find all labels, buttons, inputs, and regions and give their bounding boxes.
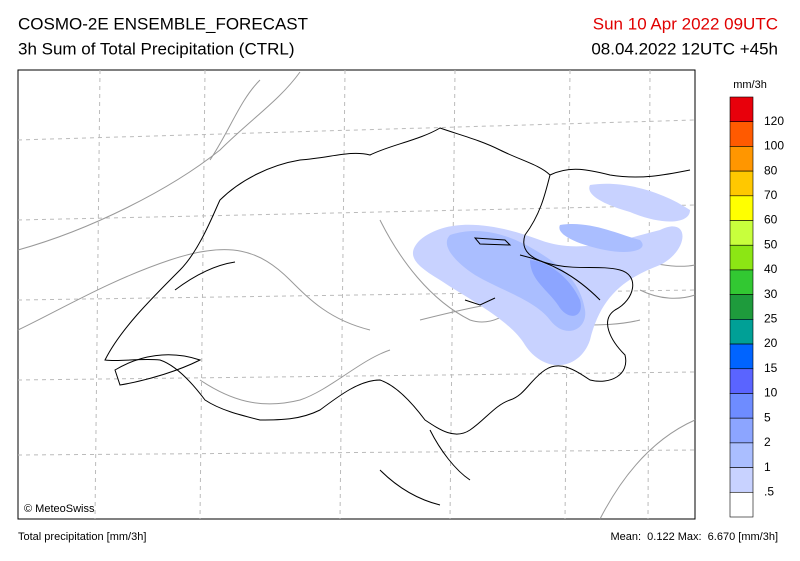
colorbar-segment (729, 96, 754, 123)
colorbar-segment (729, 146, 754, 172)
map: © MeteoSwiss (17, 69, 696, 520)
colorbar-label: 15 (764, 361, 778, 375)
colorbar-segment (729, 368, 754, 394)
colorbar-segment (729, 244, 754, 271)
colorbar-label: 120 (764, 114, 784, 128)
colorbar-label: 30 (764, 287, 778, 301)
colorbar-segment (729, 195, 754, 221)
colorbar-segment (729, 467, 754, 493)
legend-unit: mm/3h (733, 79, 767, 91)
footer-left: Total precipitation [mm/3h] (18, 531, 146, 543)
colorbar-label: 100 (764, 139, 784, 153)
colorbar-label: 40 (764, 262, 778, 276)
colorbar-segment (729, 442, 754, 468)
country-borders (104, 127, 691, 506)
colorbar-segment (729, 170, 754, 197)
colorbar-segment (729, 121, 754, 147)
credit: © MeteoSwiss (24, 503, 95, 515)
colorbar-label: 70 (764, 188, 778, 202)
colorbar-segment (729, 417, 754, 444)
colorbar-label: 2 (764, 435, 771, 449)
colorbar-label: 60 (764, 213, 778, 227)
precipitation (412, 183, 690, 366)
run-time: 08.04.2022 12UTC +45h (591, 39, 778, 58)
colorbar-segment (729, 319, 754, 345)
title: COSMO-2E ENSEMBLE_FORECAST (18, 14, 308, 33)
colorbar-segment (729, 393, 754, 419)
colorbar-label: 10 (764, 386, 778, 400)
colorbar-segment (729, 269, 754, 295)
valid-time: Sun 10 Apr 2022 09UTC (593, 14, 778, 33)
colorbar: 120 100 80 70 60 50 40 30 25 20 15 10 5 2 1 .5 (729, 96, 784, 518)
colorbar-label: 25 (764, 312, 778, 326)
colorbar-segment (729, 343, 754, 370)
colorbar-label: 80 (764, 163, 778, 177)
colorbar-label: 50 (764, 237, 778, 251)
colorbar-label: 5 (764, 410, 771, 424)
colorbar-segment (729, 491, 754, 518)
footer-right: Mean: 0.122 Max: 6.670 [mm/3h] (610, 531, 778, 543)
colorbar-label: 1 (764, 460, 771, 474)
colorbar-label: .5 (764, 484, 774, 498)
subtitle: 3h Sum of Total Precipitation (CTRL) (18, 39, 295, 58)
graticule (17, 69, 696, 520)
colorbar-segment (729, 294, 754, 320)
colorbar-label: 20 (764, 336, 778, 350)
colorbar-segment (729, 220, 754, 246)
